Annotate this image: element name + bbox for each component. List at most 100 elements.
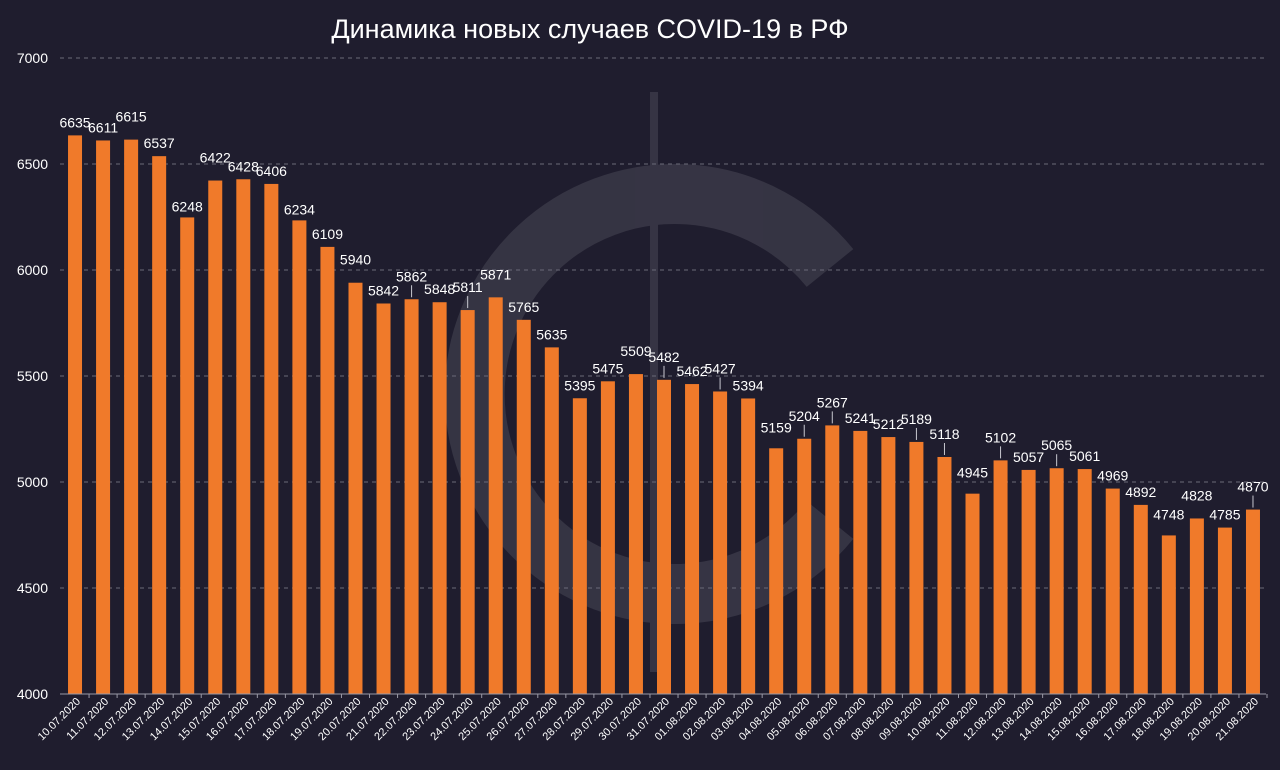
- y-tick-label: 5000: [17, 474, 48, 490]
- bar: [544, 347, 559, 694]
- data-label: 5475: [592, 360, 623, 376]
- bar: [1077, 469, 1092, 694]
- x-axis: 10.07.202011.07.202012.07.202013.07.2020…: [36, 694, 1268, 743]
- data-label: 4945: [957, 465, 988, 481]
- data-label: 6428: [228, 158, 259, 174]
- data-label: 6635: [59, 114, 90, 130]
- chart-title: Динамика новых случаев COVID-19 в РФ: [331, 14, 848, 44]
- data-label: 4748: [1153, 506, 1184, 522]
- bar: [68, 135, 83, 694]
- data-label: 5871: [480, 266, 511, 282]
- bar: [881, 437, 896, 694]
- bar: [769, 448, 784, 694]
- data-label: 5204: [789, 408, 820, 424]
- bar: [460, 310, 475, 694]
- data-label: 5057: [1013, 449, 1044, 465]
- bar: [741, 398, 756, 694]
- bar: [96, 140, 111, 694]
- data-label: 6615: [116, 109, 147, 125]
- bar: [208, 180, 223, 694]
- data-label: 5462: [676, 363, 707, 379]
- bar: [685, 384, 700, 694]
- bar: [180, 217, 195, 694]
- data-label: 5159: [761, 419, 792, 435]
- bar: [853, 430, 868, 694]
- bar: [320, 246, 335, 694]
- data-label: 5395: [564, 377, 595, 393]
- bar: [292, 220, 307, 694]
- data-label: 5241: [845, 410, 876, 426]
- data-label: 5102: [985, 429, 1016, 445]
- data-label: 5765: [508, 299, 539, 315]
- bar: [713, 391, 728, 694]
- bars: [68, 135, 1260, 695]
- bar: [965, 493, 980, 694]
- bar: [572, 398, 587, 694]
- y-axis: 4000 4500 5000 5500 6000 6500 7000: [17, 50, 1266, 702]
- bar: [628, 374, 643, 694]
- data-label: 6406: [256, 163, 287, 179]
- data-label: 4785: [1209, 507, 1240, 523]
- data-label: 5940: [340, 252, 371, 268]
- bar: [1133, 504, 1148, 694]
- bar: [1217, 527, 1232, 694]
- y-tick-label: 5500: [17, 368, 48, 384]
- data-label: 5267: [817, 394, 848, 410]
- y-tick-label: 6500: [17, 156, 48, 172]
- bar: [516, 319, 531, 694]
- bar: [1245, 509, 1260, 694]
- bar: [993, 460, 1008, 694]
- data-label: 5061: [1069, 448, 1100, 464]
- data-label: 5635: [536, 326, 567, 342]
- data-label: 5118: [929, 426, 959, 442]
- data-label: 4969: [1097, 468, 1128, 484]
- data-label: 4828: [1181, 487, 1212, 503]
- data-label: 5811: [453, 279, 483, 295]
- data-label: 5842: [368, 282, 399, 298]
- bar: [124, 139, 139, 694]
- y-tick-label: 7000: [17, 50, 48, 66]
- data-label: 5482: [648, 349, 679, 365]
- bar: [348, 282, 363, 694]
- data-label: 5065: [1041, 437, 1072, 453]
- data-label: 5427: [705, 360, 736, 376]
- data-label: 6611: [88, 119, 118, 135]
- data-label: 5189: [901, 411, 932, 427]
- bar: [797, 438, 812, 694]
- data-label: 6109: [312, 226, 343, 242]
- data-label: 5509: [620, 343, 651, 359]
- bar: [488, 297, 503, 694]
- data-label: 4892: [1125, 484, 1156, 500]
- bar: [600, 381, 615, 694]
- bar: [404, 299, 419, 694]
- data-label: 5212: [873, 416, 904, 432]
- bar: [1021, 469, 1036, 694]
- bar: [1105, 488, 1120, 694]
- data-label: 6422: [200, 150, 231, 166]
- y-tick-label: 4000: [17, 686, 48, 702]
- data-label: 6537: [144, 135, 175, 151]
- data-label: 5848: [424, 281, 455, 297]
- bar: [236, 179, 251, 694]
- bar: [1049, 468, 1064, 694]
- bar: [264, 183, 279, 695]
- y-tick-label: 4500: [17, 580, 48, 596]
- bar: [376, 303, 391, 694]
- data-label: 4870: [1237, 479, 1268, 495]
- bar: [909, 441, 924, 694]
- bar: [1161, 535, 1176, 694]
- bar: [432, 302, 447, 694]
- data-label: 5394: [733, 377, 764, 393]
- bar: [1189, 518, 1204, 694]
- data-label: 6234: [284, 201, 315, 217]
- bar: [152, 156, 167, 694]
- y-tick-label: 6000: [17, 262, 48, 278]
- bar: [657, 379, 671, 694]
- bar: [937, 456, 952, 694]
- data-label: 5862: [396, 268, 427, 284]
- bar: [825, 425, 840, 694]
- data-label: 6248: [172, 198, 203, 214]
